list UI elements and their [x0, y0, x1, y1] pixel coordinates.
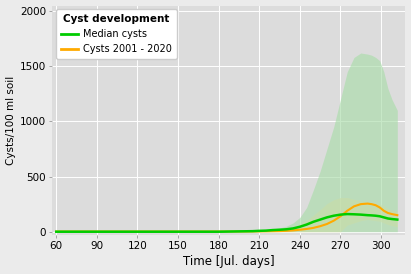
X-axis label: Time [Jul. days]: Time [Jul. days]	[183, 255, 275, 269]
Legend: Median cysts, Cysts 2001 - 2020: Median cysts, Cysts 2001 - 2020	[56, 9, 177, 59]
Y-axis label: Cysts/100 ml soil: Cysts/100 ml soil	[6, 76, 16, 165]
